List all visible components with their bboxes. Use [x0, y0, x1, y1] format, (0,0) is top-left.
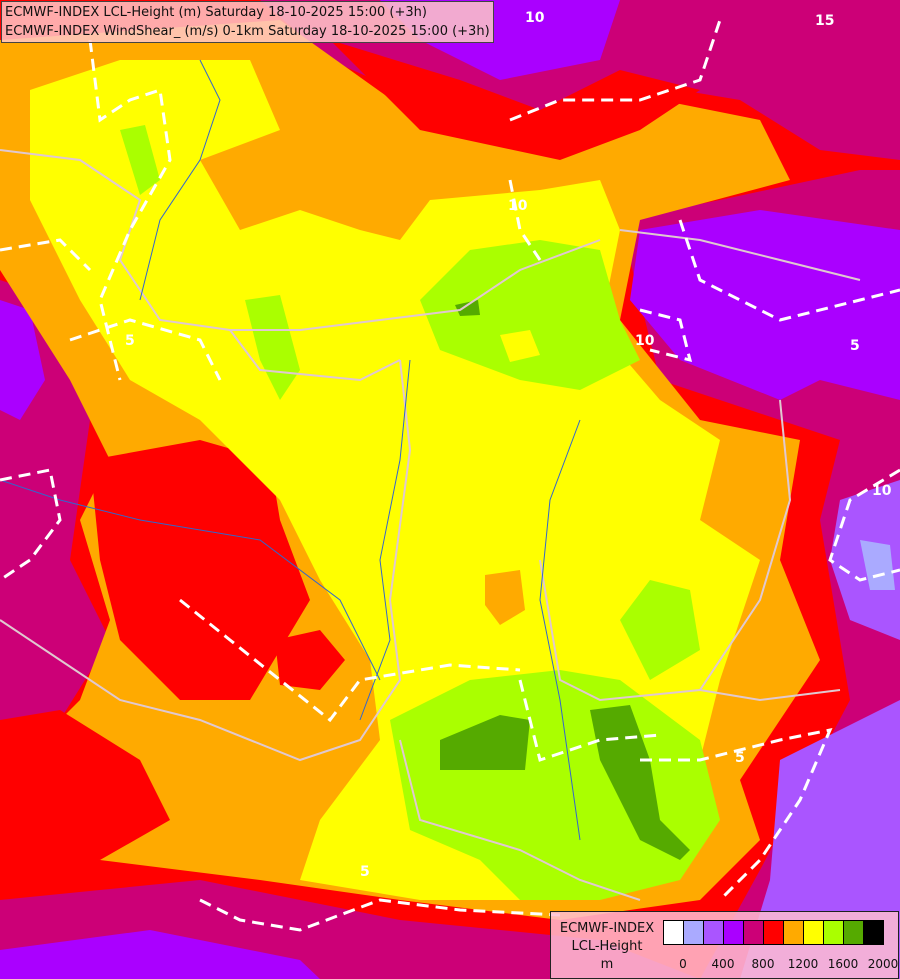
legend-swatch — [684, 921, 704, 944]
region-darkgreen-1 — [440, 715, 530, 770]
contour-label: 10 — [872, 483, 892, 499]
region-green-nw — [120, 125, 160, 195]
legend-tick: 1200 — [787, 957, 819, 971]
legend-swatch — [844, 921, 864, 944]
legend-tick: 800 — [751, 957, 775, 971]
legend-tick: 400 — [711, 957, 735, 971]
contour-label: 5 — [735, 750, 745, 766]
contour-label: 5 — [850, 338, 860, 354]
legend-swatch — [704, 921, 724, 944]
region-purple-south — [0, 930, 320, 979]
legend-swatch — [664, 921, 684, 944]
legend-swatch — [864, 921, 883, 944]
region-purple-west — [0, 300, 45, 420]
legend-swatch — [764, 921, 784, 944]
region-red-west — [90, 440, 310, 700]
region-red-southwest — [0, 710, 170, 860]
contour-label: 15 — [815, 13, 834, 29]
legend-swatch — [804, 921, 824, 944]
legend-title-line1: ECMWF-INDEX — [559, 921, 655, 936]
region-darkgreen-2 — [590, 705, 690, 860]
region-orange-blob — [485, 570, 525, 625]
windshear-contours — [0, 19, 900, 932]
legend-tick: 0 — [679, 957, 687, 971]
country-borders — [0, 149, 861, 901]
legend-swatch — [784, 921, 804, 944]
region-darkgreen-3 — [455, 300, 480, 316]
title-line-windshear: ECMWF-INDEX WindShear_ (m/s) 0-1km Satur… — [5, 24, 490, 39]
region-green-north — [420, 240, 640, 390]
region-green-west — [245, 295, 300, 400]
legend-title-line2: LCL-Height — [571, 939, 643, 954]
legend-tick: 2000 — [867, 957, 899, 971]
legend-swatch — [824, 921, 844, 944]
map-title: ECMWF-INDEX LCL-Height (m) Saturday 18-1… — [1, 1, 494, 43]
legend-swatch — [724, 921, 744, 944]
region-orange-north — [310, 160, 360, 210]
legend-swatches — [663, 920, 884, 945]
color-legend: ECMWF-INDEX LCL-Height m 0 400 800 1200 1600… — [550, 911, 899, 979]
contour-label: 10 — [635, 333, 655, 349]
region-green-east — [620, 580, 700, 680]
legend-unit: m — [600, 957, 614, 972]
legend-title: ECMWF-INDEX LCL-Height m — [555, 920, 659, 974]
region-purple-east — [630, 210, 900, 400]
contour-label: 5 — [125, 333, 135, 349]
contour-label: 10 — [508, 198, 528, 214]
contour-label: 5 — [360, 864, 370, 880]
rivers — [0, 59, 581, 841]
contour-label: 10 — [525, 10, 545, 26]
legend-tick: 1600 — [827, 957, 859, 971]
title-line-lcl: ECMWF-INDEX LCL-Height (m) Saturday 18-1… — [5, 5, 427, 20]
contour-labels: 10 15 10 10 5 10 5 5 5 — [125, 10, 892, 880]
region-red-north — [330, 40, 700, 160]
region-yellow-hole — [500, 330, 540, 362]
legend-swatch — [744, 921, 764, 944]
region-lightblue-east — [860, 540, 895, 590]
region-purple-southeast — [740, 700, 900, 979]
region-red-blob — [275, 630, 345, 690]
